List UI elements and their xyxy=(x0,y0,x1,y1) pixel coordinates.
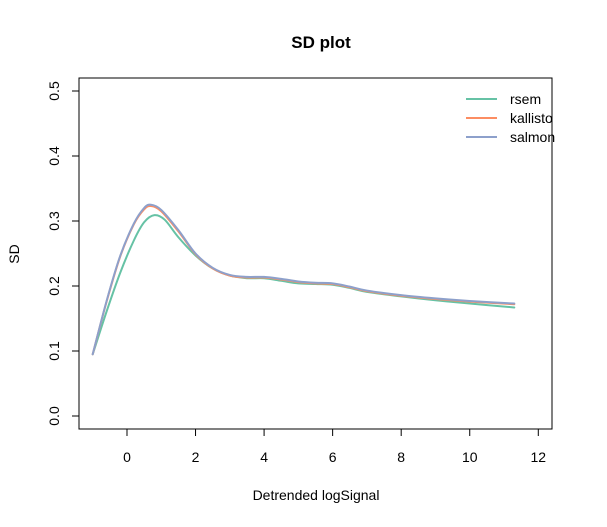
y-tick-label: 0.2 xyxy=(46,276,62,296)
legend-label-salmon: salmon xyxy=(510,129,555,145)
x-tick-label: 6 xyxy=(329,449,337,465)
x-tick-label: 4 xyxy=(260,449,268,465)
y-tick-label: 0.3 xyxy=(46,211,62,231)
y-tick-label: 0.5 xyxy=(46,81,62,101)
x-axis-label: Detrended logSignal xyxy=(253,487,380,503)
y-axis-label: SD xyxy=(6,244,22,263)
series-lines xyxy=(91,203,516,356)
y-tick-label: 0.0 xyxy=(46,406,62,426)
legend: rsem kallisto salmon xyxy=(466,91,555,145)
plot-frame xyxy=(78,77,553,430)
x-tick-label: 12 xyxy=(531,449,547,465)
series-line-kallisto xyxy=(91,204,516,356)
series-line-rsem xyxy=(91,214,516,356)
legend-label-rsem: rsem xyxy=(510,91,541,107)
y-tick-label: 0.4 xyxy=(46,146,62,166)
x-axis: 0 2 4 6 8 10 12 xyxy=(123,428,547,465)
legend-label-kallisto: kallisto xyxy=(510,110,553,126)
x-tick-label: 10 xyxy=(462,449,478,465)
y-axis: 0.0 0.1 0.2 0.3 0.4 0.5 xyxy=(46,81,80,426)
x-tick-label: 8 xyxy=(397,449,405,465)
chart-title: SD plot xyxy=(291,33,351,52)
x-tick-label: 0 xyxy=(123,449,131,465)
y-tick-label: 0.1 xyxy=(46,341,62,361)
series-line-salmon xyxy=(91,203,516,356)
x-tick-label: 2 xyxy=(192,449,200,465)
